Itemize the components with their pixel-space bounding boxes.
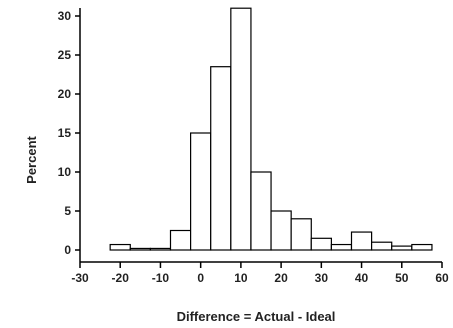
histogram-bar — [411, 243, 433, 251]
axes-layer — [79, 8, 442, 263]
histogram-bar — [169, 229, 192, 251]
x-tick-label: -20 — [112, 271, 130, 285]
x-tick-label: 40 — [355, 271, 369, 285]
x-tick-label: -10 — [152, 271, 170, 285]
x-tick-label: -30 — [71, 271, 89, 285]
x-tick-label: 0 — [197, 271, 204, 285]
x-tick-label: 50 — [395, 271, 409, 285]
histogram-bar — [109, 243, 131, 251]
y-axis-ticks: 0 5 10 15 20 25 30 — [58, 9, 80, 257]
y-tick-label: 5 — [64, 204, 71, 218]
histogram-bar — [330, 243, 353, 251]
x-axis-title: Difference = Actual - Ideal — [177, 309, 336, 324]
x-tick-label: 60 — [435, 271, 449, 285]
y-axis-title: Percent — [24, 135, 39, 183]
histogram-bar — [149, 247, 172, 251]
histogram-bar — [190, 132, 212, 251]
y-tick-label: 30 — [58, 9, 72, 23]
histogram-bar — [230, 7, 252, 251]
y-tick-label: 20 — [58, 87, 72, 101]
histogram-bar — [371, 241, 393, 251]
histogram-bar — [250, 171, 272, 251]
histogram-bar — [129, 247, 151, 251]
histogram-bar — [270, 210, 292, 251]
histogram-bar — [350, 231, 373, 251]
x-tick-label: 30 — [315, 271, 329, 285]
x-tick-label: 20 — [274, 271, 288, 285]
histogram-bar — [310, 237, 332, 251]
y-tick-label: 10 — [58, 165, 72, 179]
y-tick-label: 15 — [58, 126, 72, 140]
x-tick-label: 10 — [234, 271, 248, 285]
bars-layer — [109, 7, 433, 251]
x-axis-ticks: -30 -20 -10 0 10 20 30 40 50 60 — [71, 262, 449, 285]
y-tick-label: 0 — [64, 243, 71, 257]
histogram-bar — [290, 218, 312, 251]
y-tick-label: 25 — [58, 48, 72, 62]
histogram-bar — [391, 245, 413, 251]
histogram-bar — [210, 66, 232, 251]
